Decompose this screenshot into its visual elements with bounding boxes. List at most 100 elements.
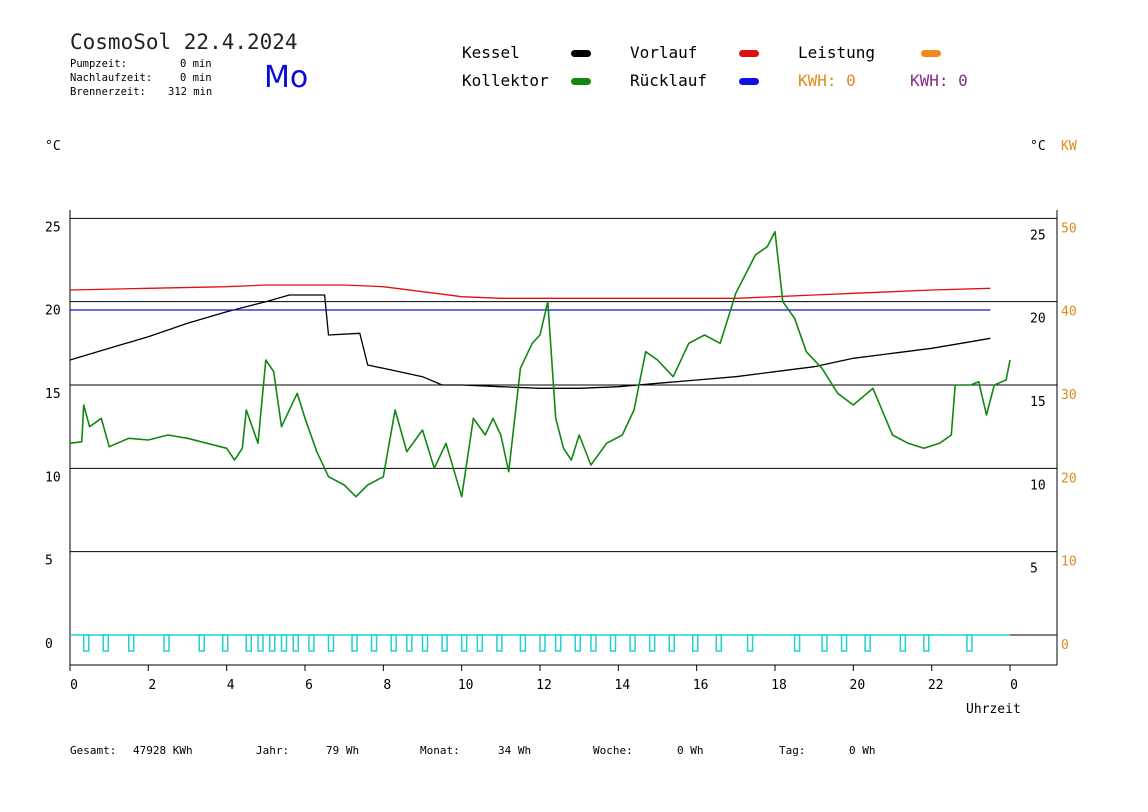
burner-pulse-34 [793, 634, 801, 652]
x-tick-11: 22 [928, 678, 944, 693]
y-tick-right-2: 15 [1030, 395, 1046, 410]
x-tick-7: 14 [615, 678, 631, 693]
y-tick-right-4: 5 [1030, 562, 1038, 577]
x-tick-4: 8 [383, 678, 391, 693]
y-tick-right-1: 20 [1030, 312, 1046, 327]
legend-vorlauf-swatch [739, 50, 759, 57]
y-tick-kw-5: 0 [1061, 638, 1069, 653]
burner-pulse-38 [899, 634, 907, 652]
burner-pulse-1 [102, 634, 110, 652]
burner-pulse-16 [406, 634, 413, 652]
x-tick-2: 4 [227, 678, 235, 693]
legend-ruecklauf-swatch [739, 78, 759, 85]
footer-jahr-value: 79 Wh [326, 744, 360, 757]
y-tick-left-4: 5 [45, 554, 53, 569]
legend-kollektor-swatch [571, 78, 591, 85]
y-tick-left-5: 0 [45, 637, 53, 652]
burner-pulse-28 [629, 634, 636, 652]
burner-pulse-11 [308, 634, 315, 652]
stat-brennerzeit-value: 312 min [168, 86, 213, 98]
burner-pulse-5 [222, 634, 229, 652]
x-tick-0: 0 [70, 678, 78, 693]
y-tick-left-3: 10 [45, 470, 61, 485]
kwh-total-label: KWH: 0 [910, 71, 968, 90]
burner-pulse-6 [245, 634, 252, 652]
legend-kessel-label: Kessel [462, 43, 520, 62]
burner-pulse-17 [421, 634, 429, 652]
burner-pulse-24 [554, 634, 562, 652]
burner-pulse-37 [864, 634, 871, 652]
y-tick-kw-3: 20 [1061, 471, 1077, 486]
burner-pulse-31 [692, 634, 699, 652]
footer-monat-value: 34 Wh [498, 744, 532, 757]
y-tick-left-2: 15 [45, 387, 61, 402]
right-axis-kw-unit: KW [1061, 139, 1077, 154]
burner-pulse-9 [280, 634, 288, 652]
footer-monat-label: Monat: [420, 744, 460, 757]
burner-pulse-18 [441, 634, 448, 652]
x-tick-5: 10 [458, 678, 474, 693]
stat-nachlaufzeit-label: Nachlaufzeit: [70, 72, 153, 84]
burner-pulse-23 [539, 634, 546, 652]
footer-jahr-label: Jahr: [256, 744, 290, 757]
x-tick-9: 18 [771, 678, 787, 693]
burner-pulse-3 [163, 634, 170, 652]
left-axis-unit: °C [45, 139, 61, 154]
legend-kessel-swatch [571, 50, 591, 57]
legend-vorlauf-label: Vorlauf [630, 43, 698, 62]
y-tick-right-0: 25 [1030, 228, 1046, 243]
burner-pulse-30 [668, 634, 675, 652]
x-tick-6: 12 [536, 678, 552, 693]
burner-pulse-25 [574, 634, 581, 652]
y-tick-kw-0: 50 [1061, 221, 1077, 236]
burner-pulse-4 [198, 634, 205, 652]
burner-pulse-39 [923, 634, 930, 652]
burner-pulse-15 [390, 634, 397, 652]
series-line-3 [69, 230, 1011, 498]
burner-pulse-33 [746, 634, 754, 652]
burner-pulse-26 [590, 634, 597, 652]
burner-pulse-36 [840, 634, 848, 652]
burner-pulse-8 [269, 634, 276, 652]
footer-woche-label: Woche: [593, 744, 633, 757]
burner-pulse-35 [821, 634, 828, 652]
stat-pumpzeit-value: 0 min [180, 58, 212, 70]
y-tick-kw-4: 10 [1061, 555, 1077, 570]
footer-woche-value: 0 Wh [677, 744, 704, 757]
burner-pulse-7 [257, 634, 264, 652]
legend-kollektor-label: Kollektor [462, 71, 549, 90]
y-tick-kw-2: 30 [1061, 388, 1077, 403]
y-tick-kw-1: 40 [1061, 305, 1077, 320]
series-line-0 [69, 294, 991, 389]
burner-pulse-12 [327, 634, 335, 652]
legend-leistung-label: Leistung [798, 43, 876, 62]
series-line-1 [69, 284, 991, 299]
footer-gesamt-label: Gesamt: [70, 744, 117, 757]
footer-tag-label: Tag: [779, 744, 806, 757]
x-tick-8: 16 [693, 678, 709, 693]
burner-pulse-40 [966, 634, 973, 652]
burner-pulse-14 [370, 634, 378, 652]
burner-pulse-22 [519, 634, 527, 652]
stat-nachlaufzeit-value: 0 min [180, 72, 212, 84]
x-tick-1: 2 [148, 678, 156, 693]
x-axis-label: Uhrzeit [966, 702, 1021, 717]
footer-tag-value: 0 Wh [849, 744, 876, 757]
weekday-label: Mo [264, 60, 309, 95]
stat-brennerzeit-label: Brennerzeit: [70, 86, 146, 98]
burner-pulse-20 [476, 634, 484, 652]
stat-pumpzeit-label: Pumpzeit: [70, 58, 127, 70]
burner-pulse-2 [128, 634, 135, 652]
x-tick-10: 20 [850, 678, 866, 693]
right-axis-unit: °C [1030, 139, 1046, 154]
x-tick-12: 0 [1010, 678, 1018, 693]
footer-gesamt-value: 47928 KWh [133, 744, 193, 757]
burner-pulse-29 [648, 634, 656, 652]
y-tick-left-0: 25 [45, 220, 61, 235]
burner-pulse-27 [609, 634, 617, 652]
y-tick-left-1: 20 [45, 304, 61, 319]
chart-title: CosmoSol 22.4.2024 [70, 30, 298, 54]
burner-pulse-0 [82, 634, 90, 652]
y-tick-right-3: 10 [1030, 478, 1046, 493]
